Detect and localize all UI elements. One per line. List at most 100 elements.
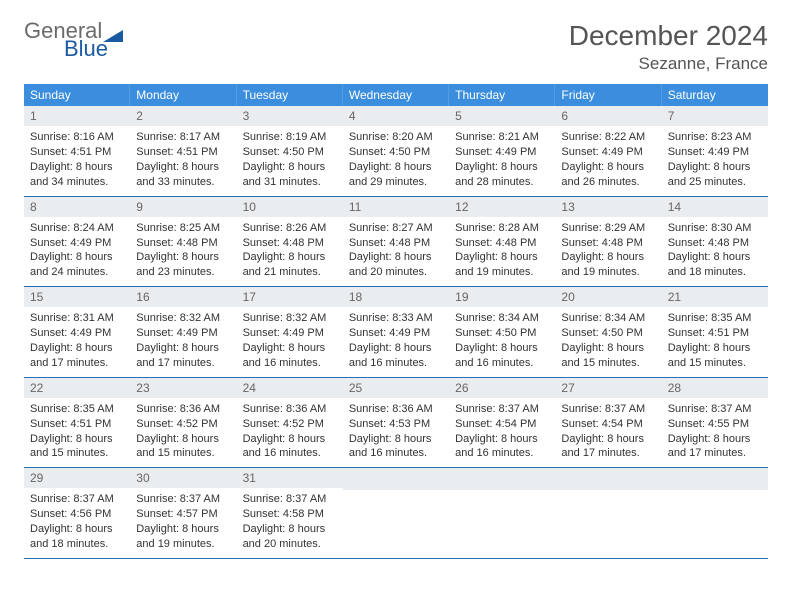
daylight-text: and 20 minutes.	[349, 265, 443, 280]
sunrise-text: Sunrise: 8:20 AM	[349, 130, 443, 145]
day-cell: 13Sunrise: 8:29 AMSunset: 4:48 PMDayligh…	[555, 197, 661, 287]
day-number: 2	[130, 106, 236, 126]
day-cell: 22Sunrise: 8:35 AMSunset: 4:51 PMDayligh…	[24, 378, 130, 468]
day-number: 30	[130, 468, 236, 488]
sunrise-text: Sunrise: 8:22 AM	[561, 130, 655, 145]
sunset-text: Sunset: 4:49 PM	[561, 145, 655, 160]
sunset-text: Sunset: 4:50 PM	[349, 145, 443, 160]
day-number: 22	[24, 378, 130, 398]
day-number	[662, 468, 768, 490]
day-cell: 8Sunrise: 8:24 AMSunset: 4:49 PMDaylight…	[24, 197, 130, 287]
daylight-text: Daylight: 8 hours	[136, 160, 230, 175]
sunrise-text: Sunrise: 8:27 AM	[349, 221, 443, 236]
daylight-text: Daylight: 8 hours	[455, 432, 549, 447]
sunset-text: Sunset: 4:51 PM	[136, 145, 230, 160]
daylight-text: and 23 minutes.	[136, 265, 230, 280]
daylight-text: and 21 minutes.	[243, 265, 337, 280]
sunset-text: Sunset: 4:49 PM	[349, 326, 443, 341]
daylight-text: and 16 minutes.	[349, 446, 443, 461]
week-row: 1Sunrise: 8:16 AMSunset: 4:51 PMDaylight…	[24, 106, 768, 197]
brand-blue: Blue	[64, 38, 123, 60]
daylight-text: and 18 minutes.	[668, 265, 762, 280]
day-number: 1	[24, 106, 130, 126]
day-cell: 27Sunrise: 8:37 AMSunset: 4:54 PMDayligh…	[555, 378, 661, 468]
daylight-text: Daylight: 8 hours	[455, 160, 549, 175]
day-number: 4	[343, 106, 449, 126]
sunrise-text: Sunrise: 8:31 AM	[30, 311, 124, 326]
daylight-text: Daylight: 8 hours	[30, 341, 124, 356]
daylight-text: Daylight: 8 hours	[668, 250, 762, 265]
day-cell: 26Sunrise: 8:37 AMSunset: 4:54 PMDayligh…	[449, 378, 555, 468]
sunset-text: Sunset: 4:57 PM	[136, 507, 230, 522]
daylight-text: and 17 minutes.	[561, 446, 655, 461]
day-cell: 12Sunrise: 8:28 AMSunset: 4:48 PMDayligh…	[449, 197, 555, 287]
daylight-text: Daylight: 8 hours	[243, 250, 337, 265]
week-row: 29Sunrise: 8:37 AMSunset: 4:56 PMDayligh…	[24, 468, 768, 559]
sunrise-text: Sunrise: 8:19 AM	[243, 130, 337, 145]
daylight-text: and 24 minutes.	[30, 265, 124, 280]
daylight-text: Daylight: 8 hours	[455, 250, 549, 265]
sunset-text: Sunset: 4:50 PM	[455, 326, 549, 341]
sunset-text: Sunset: 4:48 PM	[349, 236, 443, 251]
daylight-text: Daylight: 8 hours	[561, 160, 655, 175]
sunrise-text: Sunrise: 8:36 AM	[136, 402, 230, 417]
sunrise-text: Sunrise: 8:35 AM	[668, 311, 762, 326]
day-number: 5	[449, 106, 555, 126]
sunset-text: Sunset: 4:51 PM	[668, 326, 762, 341]
day-number: 12	[449, 197, 555, 217]
daylight-text: and 17 minutes.	[668, 446, 762, 461]
sunset-text: Sunset: 4:55 PM	[668, 417, 762, 432]
calendar: Sunday Monday Tuesday Wednesday Thursday…	[24, 84, 768, 592]
calendar-page: GeneralBlue December 2024 Sezanne, Franc…	[0, 0, 792, 612]
sunset-text: Sunset: 4:49 PM	[30, 326, 124, 341]
day-cell: 24Sunrise: 8:36 AMSunset: 4:52 PMDayligh…	[237, 378, 343, 468]
sunrise-text: Sunrise: 8:17 AM	[136, 130, 230, 145]
day-number: 15	[24, 287, 130, 307]
day-cell: 6Sunrise: 8:22 AMSunset: 4:49 PMDaylight…	[555, 106, 661, 196]
daylight-text: Daylight: 8 hours	[243, 160, 337, 175]
daylight-text: Daylight: 8 hours	[136, 522, 230, 537]
sunset-text: Sunset: 4:54 PM	[561, 417, 655, 432]
day-number: 23	[130, 378, 236, 398]
day-number: 26	[449, 378, 555, 398]
daylight-text: and 20 minutes.	[243, 537, 337, 552]
day-cell: 5Sunrise: 8:21 AMSunset: 4:49 PMDaylight…	[449, 106, 555, 196]
day-cell: 15 Sunrise: 8:31 AMSunset: 4:49 PMDayligh…	[24, 287, 130, 377]
sunset-text: Sunset: 4:49 PM	[668, 145, 762, 160]
sunset-text: Sunset: 4:48 PM	[243, 236, 337, 251]
sunrise-text: Sunrise: 8:36 AM	[243, 402, 337, 417]
day-number: 11	[343, 197, 449, 217]
day-cell: 30Sunrise: 8:37 AMSunset: 4:57 PMDayligh…	[130, 468, 236, 558]
sunrise-text: Sunrise: 8:21 AM	[455, 130, 549, 145]
day-number: 25	[343, 378, 449, 398]
daylight-text: Daylight: 8 hours	[30, 522, 124, 537]
day-number: 3	[237, 106, 343, 126]
day-cell: 11Sunrise: 8:27 AMSunset: 4:48 PMDayligh…	[343, 197, 449, 287]
daylight-text: and 15 minutes.	[30, 446, 124, 461]
sunrise-text: Sunrise: 8:37 AM	[561, 402, 655, 417]
day-number: 20	[555, 287, 661, 307]
daylight-text: Daylight: 8 hours	[243, 341, 337, 356]
sunrise-text: Sunrise: 8:25 AM	[136, 221, 230, 236]
daylight-text: Daylight: 8 hours	[30, 160, 124, 175]
day-cell: 17Sunrise: 8:32 AMSunset: 4:49 PMDayligh…	[237, 287, 343, 377]
day-cell	[449, 468, 555, 558]
day-cell: 23Sunrise: 8:36 AMSunset: 4:52 PMDayligh…	[130, 378, 236, 468]
day-cell: 25Sunrise: 8:36 AMSunset: 4:53 PMDayligh…	[343, 378, 449, 468]
daylight-text: Daylight: 8 hours	[136, 341, 230, 356]
sunset-text: Sunset: 4:50 PM	[561, 326, 655, 341]
title-month: December 2024	[569, 20, 768, 52]
sunrise-text: Sunrise: 8:37 AM	[30, 492, 124, 507]
day-cell: 31Sunrise: 8:37 AMSunset: 4:58 PMDayligh…	[237, 468, 343, 558]
day-cell: 28Sunrise: 8:37 AMSunset: 4:55 PMDayligh…	[662, 378, 768, 468]
daylight-text: and 28 minutes.	[455, 175, 549, 190]
day-number: 31	[237, 468, 343, 488]
daylight-text: Daylight: 8 hours	[349, 432, 443, 447]
day-cell: 2 Sunrise: 8:17 AMSunset: 4:51 PMDaylight…	[130, 106, 236, 196]
sunset-text: Sunset: 4:51 PM	[30, 417, 124, 432]
day-cell	[662, 468, 768, 558]
day-cell: 16Sunrise: 8:32 AMSunset: 4:49 PMDayligh…	[130, 287, 236, 377]
day-number: 21	[662, 287, 768, 307]
dow-cell: Monday	[130, 84, 236, 106]
day-cell	[343, 468, 449, 558]
